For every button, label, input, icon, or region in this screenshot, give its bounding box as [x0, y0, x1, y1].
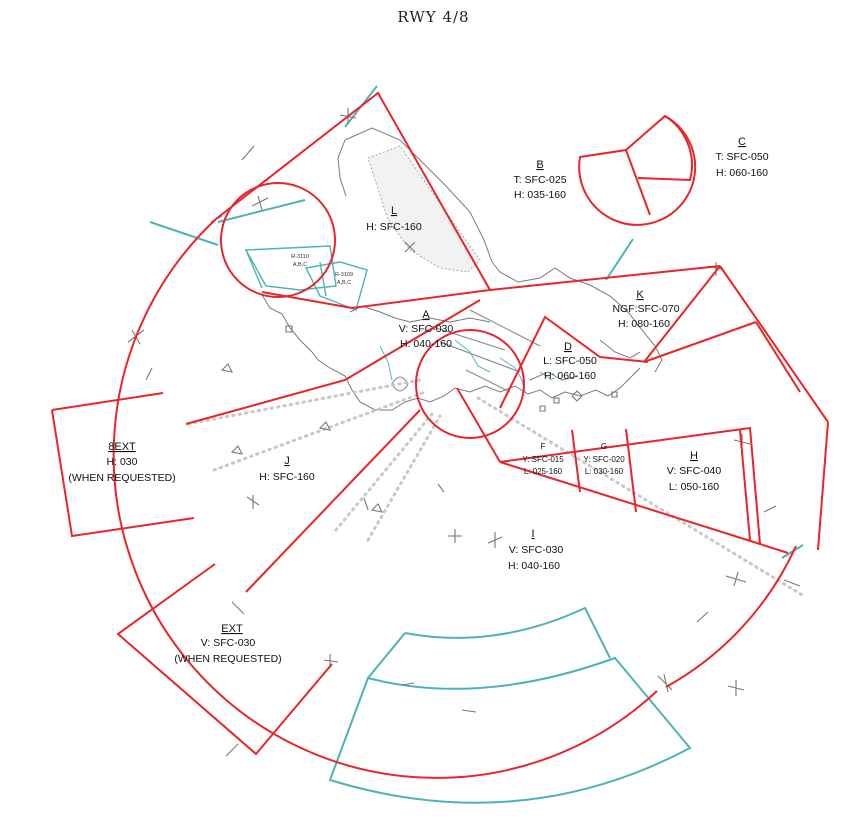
svg-text:V: SFC-030: V: SFC-030	[509, 544, 564, 556]
svg-text:A,B,C: A,B,C	[337, 280, 351, 286]
map-title: RWY 4/8	[397, 8, 470, 26]
svg-text:(WHEN REQUESTED): (WHEN REQUESTED)	[174, 653, 281, 665]
svg-text:T: SFC-025: T: SFC-025	[513, 174, 566, 186]
svg-text:H: SFC-160: H: SFC-160	[366, 221, 422, 233]
svg-text:NGF:SFC-070: NGF:SFC-070	[612, 303, 679, 315]
svg-text:H: 080-160: H: 080-160	[618, 318, 670, 330]
teal-boundary-lines	[149, 85, 804, 559]
svg-text:J: J	[284, 455, 290, 467]
svg-text:G: G	[601, 442, 607, 451]
svg-text:R-3110: R-3110	[291, 254, 309, 260]
sector-label-l: L H: SFC-160	[366, 205, 422, 233]
svg-text:8EXT: 8EXT	[108, 441, 136, 453]
svg-text:L: L	[391, 205, 397, 217]
sector-label-i: I V: SFC-030 H: 040-160	[508, 528, 563, 572]
svg-text:L: SFC-050: L: SFC-050	[543, 355, 597, 367]
svg-text:V: SFC-030: V: SFC-030	[201, 637, 256, 649]
svg-text:H: H	[690, 450, 698, 462]
sector-label-ext: EXT V: SFC-030 (WHEN REQUESTED)	[174, 623, 281, 665]
sector-label-g: G Y: SFC-020 L: 030-160	[583, 442, 625, 476]
coastline	[261, 127, 663, 411]
sector-label-a: A V: SFC-030 H: 040-160	[399, 309, 454, 350]
svg-text:T: SFC-050: T: SFC-050	[715, 151, 768, 163]
svg-text:R-3109: R-3109	[335, 272, 353, 278]
sector-label-8ext: 8EXT H: 030 (WHEN REQUESTED)	[68, 441, 175, 484]
restricted-label-r3110: R-3110 A,B,C	[291, 254, 309, 268]
svg-text:Y: SFC-015: Y: SFC-015	[522, 455, 564, 464]
roads	[391, 309, 541, 393]
sector-8ext-box	[51, 392, 195, 538]
sector-label-b: B T: SFC-025 H: 035-160	[513, 159, 566, 201]
restricted-area-r3109	[304, 261, 368, 311]
svg-text:H: 060-160: H: 060-160	[716, 167, 768, 179]
svg-text:L: 050-160: L: 050-160	[669, 481, 719, 493]
restricted-label-r3109: R-3109 A,B,C	[335, 272, 353, 286]
svg-text:F: F	[541, 442, 546, 451]
svg-text:D: D	[564, 341, 572, 353]
restricted-area-r3110	[244, 245, 337, 291]
sector-ext-box	[116, 563, 333, 756]
svg-text:V: SFC-040: V: SFC-040	[667, 465, 722, 477]
svg-text:H: 035-160: H: 035-160	[514, 189, 566, 201]
sector-circles	[220, 182, 525, 439]
svg-text:I: I	[531, 528, 534, 540]
svg-text:A: A	[422, 309, 430, 321]
svg-text:B: B	[536, 159, 543, 171]
svg-text:V: SFC-030: V: SFC-030	[399, 323, 454, 335]
sector-label-c: C T: SFC-050 H: 060-160	[715, 136, 768, 179]
svg-text:Y: SFC-020: Y: SFC-020	[583, 455, 625, 464]
svg-text:(WHEN REQUESTED): (WHEN REQUESTED)	[68, 472, 175, 484]
svg-text:A,B,C: A,B,C	[293, 262, 307, 268]
obstacle-marks	[127, 108, 801, 757]
svg-text:H: 060-160: H: 060-160	[544, 370, 596, 382]
sector-label-d: D L: SFC-050 H: 060-160	[543, 341, 597, 382]
svg-text:EXT: EXT	[221, 623, 243, 635]
sector-label-h: H V: SFC-040 L: 050-160	[667, 450, 722, 493]
sector-label-j: J H: SFC-160	[259, 455, 315, 483]
svg-text:H: SFC-160: H: SFC-160	[259, 471, 315, 483]
sector-label-f: F Y: SFC-015 L: 025-160	[522, 442, 564, 476]
svg-text:K: K	[636, 289, 644, 301]
sector-label-k: K NGF:SFC-070 H: 080-160	[612, 289, 679, 330]
sector-c-boundary	[578, 114, 697, 226]
svg-text:L: 030-160: L: 030-160	[585, 467, 624, 476]
runway-l	[367, 145, 481, 273]
svg-text:H: 040-160: H: 040-160	[508, 560, 560, 572]
offshore-area-south	[328, 606, 692, 804]
svg-text:H: 040-160: H: 040-160	[400, 338, 452, 350]
approach-paths	[186, 378, 806, 598]
sector-lines	[185, 91, 829, 593]
svg-text:H: 030: H: 030	[107, 456, 138, 468]
svg-text:C: C	[738, 136, 746, 148]
sector-main-ring	[112, 218, 797, 779]
svg-text:L: 025-160: L: 025-160	[524, 467, 563, 476]
